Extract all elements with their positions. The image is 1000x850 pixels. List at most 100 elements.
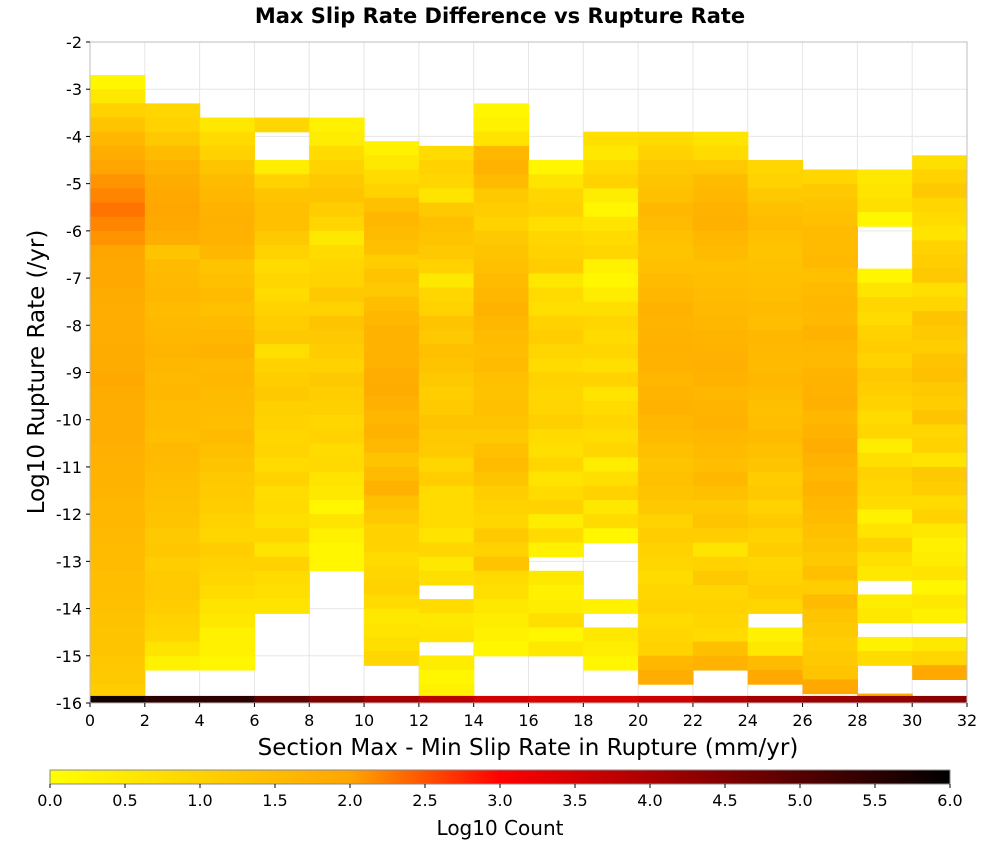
heatmap-cell <box>692 245 749 260</box>
heatmap-cell <box>418 386 475 402</box>
heatmap-cell <box>90 514 146 529</box>
y-tick-label: -10 <box>56 411 82 430</box>
heatmap-cell <box>912 396 967 411</box>
heatmap-cell <box>199 485 256 501</box>
heatmap-cell <box>473 301 530 317</box>
heatmap-cell <box>692 514 749 529</box>
heatmap-cell <box>802 353 858 369</box>
heatmap-cell <box>309 499 365 515</box>
x-tick-label: 2 <box>140 711 150 730</box>
heatmap-cell <box>912 240 967 256</box>
heatmap-cell <box>857 693 913 697</box>
heatmap-cell <box>747 641 804 657</box>
heatmap-bottom-cell <box>364 695 420 703</box>
colorbar-tick-label: 4.5 <box>712 791 737 810</box>
heatmap-cell <box>144 117 201 133</box>
heatmap-cell <box>528 287 584 303</box>
heatmap-cell <box>364 481 420 496</box>
heatmap-cell <box>747 542 804 558</box>
heatmap-cell <box>199 287 256 303</box>
colorbar-tick-label: 5.0 <box>787 791 812 810</box>
heatmap-cell <box>802 466 858 482</box>
heatmap-cell <box>90 344 146 359</box>
heatmap-cell <box>254 301 310 317</box>
heatmap-cell <box>692 372 749 388</box>
heatmap-cell <box>692 145 749 161</box>
heatmap-cell <box>583 358 639 374</box>
heatmap-cell <box>857 438 913 454</box>
heatmap-cell <box>473 174 530 189</box>
heatmap-cell <box>144 287 201 303</box>
heatmap-cell <box>199 457 256 473</box>
heatmap-cell <box>199 613 256 629</box>
heatmap-cell <box>857 353 913 369</box>
heatmap-cell <box>802 254 858 270</box>
heatmap-cell <box>90 485 146 501</box>
heatmap-cell <box>364 169 420 185</box>
heatmap-cell <box>692 599 749 614</box>
heatmap-cell <box>144 584 201 600</box>
heatmap-cell <box>418 145 475 161</box>
heatmap-cell <box>638 301 694 317</box>
heatmap-cell <box>199 230 256 246</box>
heatmap-cell <box>802 551 858 567</box>
heatmap-cell <box>199 117 256 133</box>
heatmap-cell <box>90 386 146 402</box>
heatmap-cell <box>528 414 584 430</box>
heatmap-cell <box>90 174 146 189</box>
heatmap-cell <box>638 358 694 374</box>
heatmap-cell <box>309 117 365 133</box>
heatmap-cell <box>583 372 639 388</box>
heatmap-cell <box>473 641 530 657</box>
heatmap-cell <box>254 471 310 487</box>
heatmap-cell <box>473 400 530 416</box>
heatmap-cell <box>912 183 967 199</box>
heatmap-cell <box>90 259 146 274</box>
heatmap-cell <box>912 339 967 355</box>
heatmap-cell <box>802 537 858 553</box>
heatmap-cell <box>90 599 146 614</box>
y-axis-ticks: -2 -3 -4 -5 -6 -7 -8 -9 -10 -11 -12 -13 -14 -15 -16 <box>56 33 90 713</box>
heatmap-cell <box>309 471 365 487</box>
heatmap-bottom-cell <box>473 695 530 703</box>
colorbar-tick-label: 0.5 <box>112 791 137 810</box>
heatmap-cell <box>747 344 804 359</box>
heatmap-cell <box>144 245 201 260</box>
heatmap-cell <box>418 301 475 317</box>
heatmap-cell <box>802 211 858 227</box>
heatmap-cell <box>473 514 530 529</box>
heatmap-cell <box>528 386 584 402</box>
heatmap-cell <box>199 471 256 487</box>
heatmap-cell <box>254 259 310 274</box>
heatmap-cell <box>583 599 639 614</box>
heatmap-cell <box>309 174 365 189</box>
heatmap-cell <box>583 145 639 161</box>
heatmap-cell <box>802 523 858 539</box>
heatmap-cell <box>473 485 530 501</box>
heatmap-cell <box>802 325 858 341</box>
heatmap-cell <box>638 202 694 218</box>
heatmap-cell <box>90 330 146 345</box>
heatmap-cell <box>364 296 420 312</box>
heatmap-cell <box>638 556 694 572</box>
heatmap-cell <box>254 443 310 459</box>
heatmap-cell <box>583 273 639 289</box>
heatmap-cell <box>473 457 530 473</box>
heatmap-cell <box>638 259 694 274</box>
heatmap-cell <box>473 202 530 218</box>
heatmap-cell <box>692 429 749 444</box>
heatmap-cell <box>692 315 749 331</box>
heatmap-cell <box>747 528 804 544</box>
heatmap-cell <box>254 245 310 260</box>
heatmap-cell <box>857 566 913 581</box>
heatmap-cell <box>692 400 749 416</box>
heatmap-cell <box>473 528 530 544</box>
heatmap-cell <box>583 160 639 175</box>
heatmap-cell <box>144 627 201 643</box>
heatmap-cell <box>473 216 530 232</box>
heatmap-cell <box>418 499 475 515</box>
heatmap-cell <box>144 131 201 147</box>
heatmap-cell <box>638 188 694 204</box>
heatmap-bottom-cell <box>802 695 858 703</box>
heatmap-cell <box>254 400 310 416</box>
